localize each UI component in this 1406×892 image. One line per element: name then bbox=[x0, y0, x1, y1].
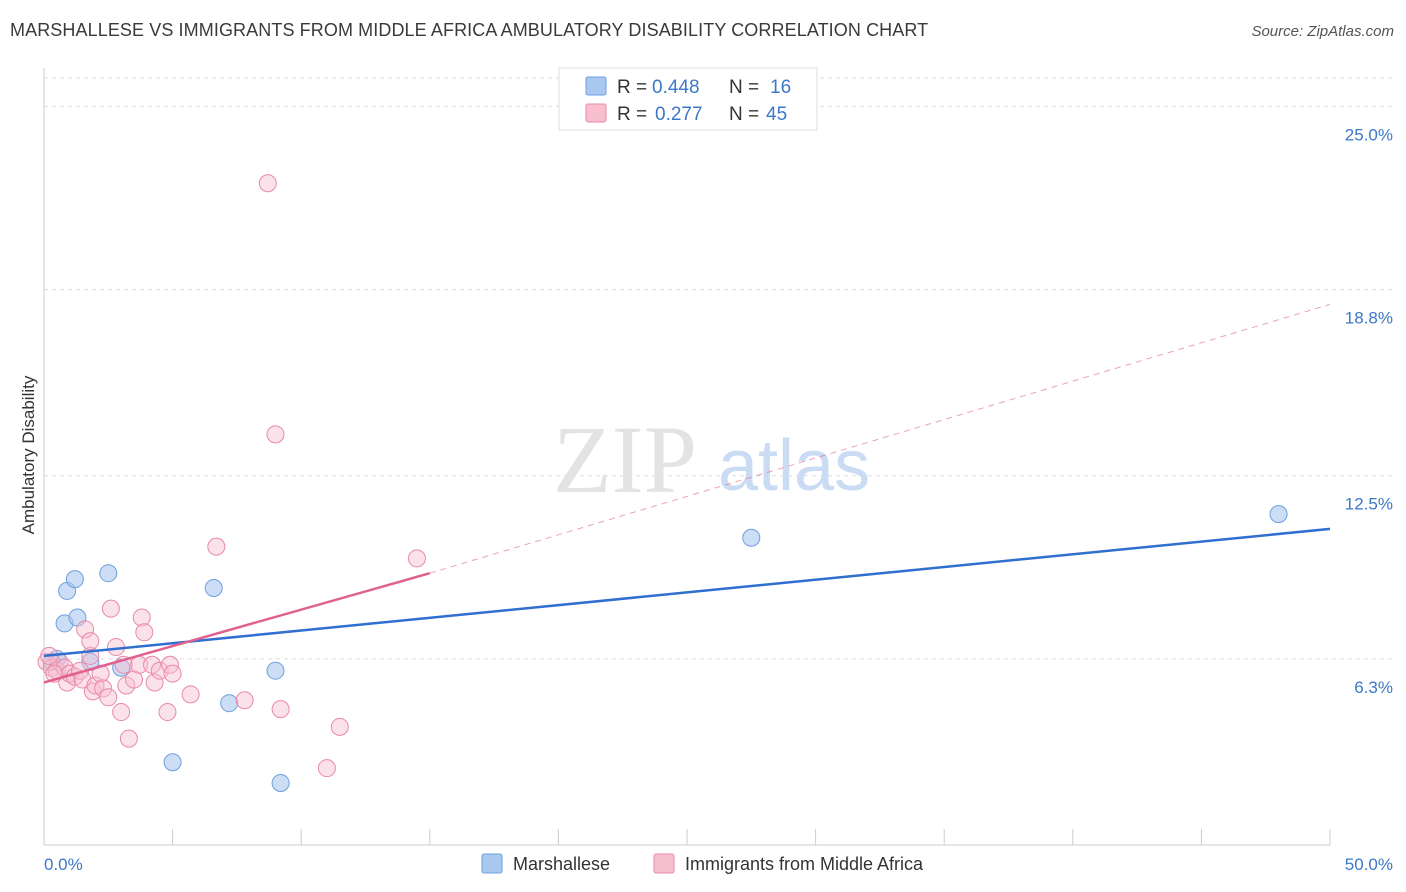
point-immigrants bbox=[81, 632, 100, 651]
point-immigrants bbox=[163, 664, 182, 683]
point-marshallese bbox=[204, 578, 223, 597]
point-immigrants bbox=[135, 623, 154, 642]
point-marshallese bbox=[1269, 505, 1288, 524]
y-tick-label: 25.0% bbox=[1345, 125, 1393, 144]
point-immigrants bbox=[94, 679, 113, 698]
legend-r-value-0: 0.448 bbox=[652, 77, 700, 98]
point-immigrants bbox=[207, 537, 226, 556]
legend-bottom: Marshallese Immigrants from Middle Afric… bbox=[481, 853, 924, 874]
bottom-legend-swatch-marshallese bbox=[481, 853, 503, 874]
x-tick-label-max: 50.0% bbox=[1345, 855, 1393, 874]
trend-line-marshallese bbox=[43, 527, 1331, 658]
chart-title: MARSHALLESE VS IMMIGRANTS FROM MIDDLE AF… bbox=[10, 20, 929, 40]
bottom-legend-label-marshallese: Marshallese bbox=[513, 854, 610, 874]
x-tick-marks bbox=[172, 829, 1331, 845]
point-immigrants bbox=[158, 703, 177, 722]
point-immigrants bbox=[271, 700, 290, 719]
watermark-atlas: atlas bbox=[718, 426, 870, 506]
point-marshallese bbox=[65, 570, 84, 589]
legend-r-value-1: 0.277 bbox=[655, 104, 703, 125]
legend-n-value-0: 16 bbox=[770, 77, 791, 98]
point-immigrants bbox=[181, 685, 200, 704]
y-tick-label: 12.5% bbox=[1345, 495, 1393, 514]
point-marshallese bbox=[220, 694, 239, 713]
point-immigrants bbox=[145, 673, 164, 692]
legend-swatch-immigrants bbox=[585, 103, 607, 123]
point-marshallese bbox=[742, 528, 761, 547]
point-marshallese bbox=[271, 773, 290, 792]
point-marshallese bbox=[163, 753, 182, 772]
trend-line-immigrants bbox=[43, 571, 431, 684]
point-immigrants bbox=[407, 549, 426, 568]
point-immigrants bbox=[99, 688, 118, 707]
bottom-legend-swatch-immigrants bbox=[653, 853, 675, 874]
point-immigrants bbox=[112, 703, 131, 722]
gridlines bbox=[44, 77, 1393, 660]
point-immigrants bbox=[266, 425, 285, 444]
y-axis-label: Ambulatory Disability bbox=[19, 375, 38, 534]
legend-top: R = 0.448 N = 16 R = 0.277 N = 45 bbox=[558, 67, 818, 131]
legend-n-label-0: N = bbox=[729, 77, 759, 98]
point-marshallese bbox=[112, 658, 131, 677]
trend-line-immigrants-extrapolated bbox=[429, 303, 1331, 574]
point-immigrants bbox=[330, 717, 349, 736]
y-tick-label: 18.8% bbox=[1345, 309, 1393, 328]
point-immigrants bbox=[317, 759, 336, 778]
point-immigrants bbox=[132, 608, 151, 627]
legend-swatch-marshallese bbox=[585, 76, 607, 96]
point-marshallese bbox=[99, 564, 118, 583]
point-marshallese bbox=[266, 661, 285, 680]
y-tick-labels: 6.3% 12.5% 18.8% 25.0% bbox=[1345, 125, 1393, 696]
point-immigrants bbox=[258, 174, 277, 193]
y-tick-label: 6.3% bbox=[1354, 678, 1393, 697]
legend-r-label-1: R = bbox=[617, 104, 647, 125]
point-immigrants bbox=[119, 729, 138, 748]
chart-source: Source: ZipAtlas.com bbox=[1251, 23, 1394, 40]
trend-lines bbox=[43, 303, 1331, 684]
legend-n-label-1: N = bbox=[729, 104, 759, 125]
data-points bbox=[37, 174, 1288, 792]
x-tick-label-min: 0.0% bbox=[44, 855, 83, 874]
watermark-zip: ZIP bbox=[553, 406, 697, 513]
point-immigrants bbox=[101, 599, 120, 618]
legend-n-value-1: 45 bbox=[766, 104, 787, 125]
point-immigrants bbox=[235, 691, 254, 710]
point-immigrants bbox=[76, 620, 95, 639]
point-immigrants bbox=[91, 664, 110, 683]
legend-r-label-0: R = bbox=[617, 77, 647, 98]
bottom-legend-label-immigrants: Immigrants from Middle Africa bbox=[685, 854, 924, 874]
